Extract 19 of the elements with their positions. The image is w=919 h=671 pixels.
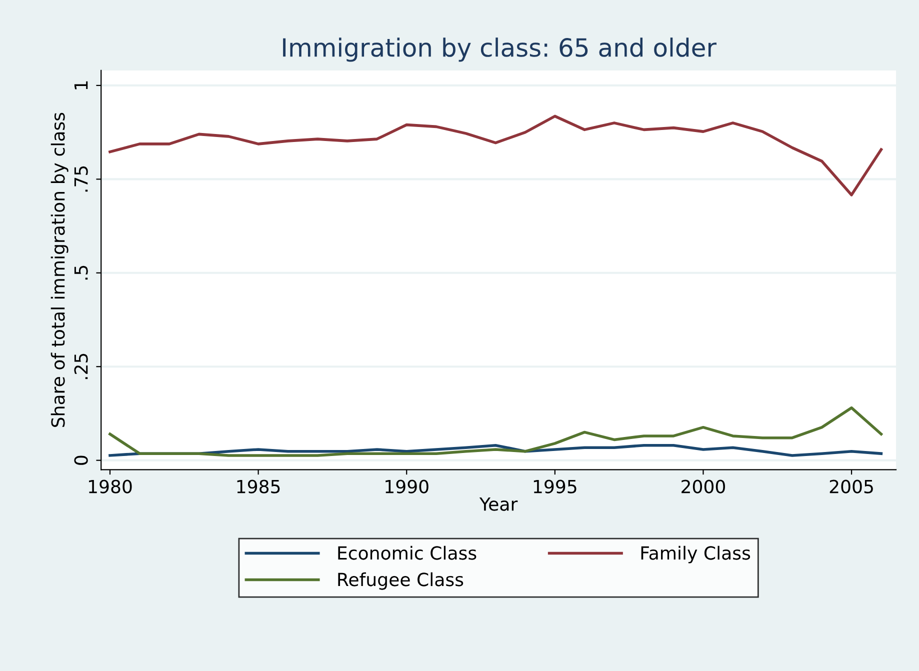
legend-label: Family Class bbox=[641, 546, 750, 564]
legend-label: Economic Class bbox=[338, 546, 476, 560]
x-tick-label: 2000 bbox=[682, 480, 725, 494]
y-axis-title: Share of total immigration by class bbox=[50, 112, 68, 427]
x-axis-title: Year bbox=[479, 497, 518, 511]
line-series bbox=[108, 406, 883, 457]
legend-label: Refugee Class bbox=[338, 572, 464, 590]
x-tick-label: 1995 bbox=[534, 480, 576, 494]
y-tick-label: .25 bbox=[74, 354, 88, 380]
chart-title: Immigration by class: 65 and older bbox=[283, 38, 716, 62]
y-tick-label: .75 bbox=[74, 166, 88, 192]
x-tick-label: 2005 bbox=[830, 480, 873, 494]
x-tick-label: 1980 bbox=[88, 480, 132, 494]
y-tick-label: 1 bbox=[74, 81, 88, 90]
x-tick-label: 1990 bbox=[386, 480, 428, 494]
line-series bbox=[108, 114, 883, 196]
x-tick-label: 1985 bbox=[237, 480, 280, 494]
y-tick-label: .5 bbox=[74, 266, 88, 280]
y-tick-label: 0 bbox=[74, 456, 88, 465]
